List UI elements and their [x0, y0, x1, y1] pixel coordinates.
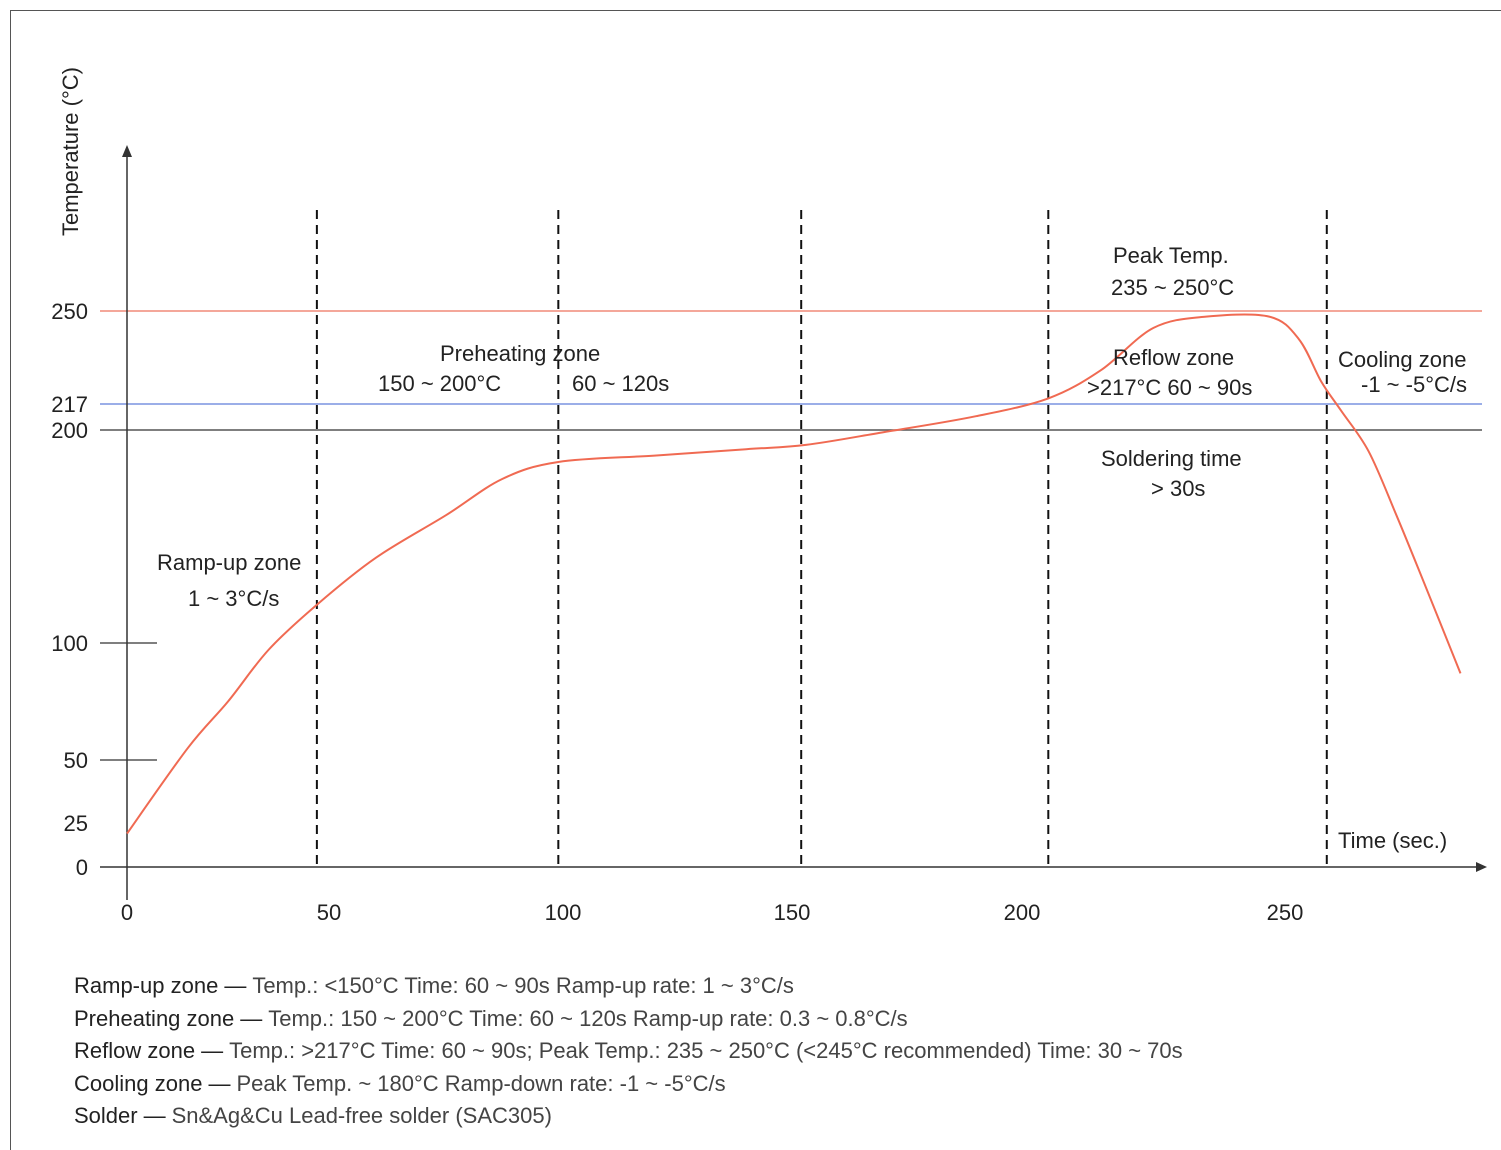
x-tick-label-100: 100	[545, 900, 582, 925]
y-tick-label-100: 100	[51, 631, 88, 656]
preheating-zone-temp: 150 ~ 200°C	[378, 371, 501, 396]
zone-notes: Ramp-up zone — Temp.: <150°C Time: 60 ~ 90…	[74, 970, 1183, 1133]
peak-temp-range: 235 ~ 250°C	[1111, 275, 1234, 300]
note-label: Solder	[74, 1103, 138, 1128]
rampup-zone-rate: 1 ~ 3°C/s	[188, 586, 279, 611]
zone-boundaries	[315, 210, 1328, 865]
note-row: Cooling zone — Peak Temp. ~ 180°C Ramp-dow…	[74, 1068, 1183, 1101]
note-row: Preheating zone — Temp.: 150 ~ 200°C Time:…	[74, 1003, 1183, 1036]
y-tick-label-217: 217	[51, 392, 88, 417]
note-label: Cooling zone	[74, 1070, 203, 1096]
note-separator: —	[201, 1038, 224, 1063]
note-label: Reflow zone	[74, 1038, 196, 1063]
rampup-zone-title: Ramp-up zone	[157, 550, 301, 575]
x-tick-label-0: 0	[121, 900, 133, 925]
y-tick-label-200: 200	[51, 418, 88, 443]
x-tick-label-150: 150	[774, 900, 811, 925]
soldering-time-title: Soldering time	[1101, 446, 1242, 471]
preheating-zone-title: Preheating zone	[440, 341, 600, 366]
note-label: Preheating zone	[74, 1005, 235, 1031]
y-axis-label: Temperature (°C)	[58, 67, 83, 236]
reflow-zone-spec: >217°C 60 ~ 90s	[1087, 375, 1252, 400]
x-tick-label-250: 250	[1267, 900, 1304, 925]
y-tick-label-250: 250	[51, 299, 88, 324]
reference-lines	[100, 310, 1482, 431]
note-text: Peak Temp. ~ 180°C Ramp-down rate: -1 ~ …	[236, 1070, 726, 1096]
x-axis-label: Time (sec.)	[1338, 828, 1447, 853]
note-separator: —	[240, 1005, 263, 1031]
note-row: Reflow zone — Temp.: >217°C Time: 60 ~ 90s…	[74, 1035, 1183, 1068]
figure-frame	[10, 10, 1501, 1150]
y-tick-label-0: 0	[76, 855, 88, 880]
temperature-profile-line	[126, 313, 1462, 835]
note-separator: —	[143, 1103, 166, 1128]
peak-temp-title: Peak Temp.	[1113, 243, 1229, 268]
note-text: Temp.: >217°C Time: 60 ~ 90s; Peak Temp.…	[229, 1038, 1183, 1063]
x-axis-arrow	[1476, 862, 1487, 872]
note-text: Temp.: 150 ~ 200°C Time: 60 ~ 120s Ramp-…	[268, 1005, 908, 1031]
note-label: Ramp-up zone	[74, 973, 219, 998]
cooling-zone-title: Cooling zone	[1338, 347, 1466, 372]
note-separator: —	[224, 973, 247, 998]
reflow-zone-title: Reflow zone	[1113, 345, 1234, 370]
x-tick-label-200: 200	[1004, 900, 1041, 925]
y-axis-arrow	[122, 145, 132, 157]
y-tick-label-25: 25	[64, 811, 88, 836]
cooling-zone-rate: -1 ~ -5°C/s	[1361, 372, 1467, 397]
note-text: Temp.: <150°C Time: 60 ~ 90s Ramp-up rat…	[252, 973, 794, 998]
note-row: Solder — Sn&Ag&Cu Lead-free solder (SAC305…	[74, 1100, 1183, 1133]
axes	[100, 145, 1487, 900]
x-tick-labels: 0 50 100 150 200 250	[121, 900, 1303, 925]
y-tick-label-50: 50	[64, 748, 88, 773]
note-separator: —	[208, 1070, 231, 1096]
note-row: Ramp-up zone — Temp.: <150°C Time: 60 ~ 90…	[74, 970, 1183, 1003]
x-tick-label-50: 50	[317, 900, 341, 925]
preheating-zone-time: 60 ~ 120s	[572, 371, 669, 396]
note-text: Sn&Ag&Cu Lead-free solder (SAC305)	[171, 1103, 552, 1128]
soldering-time-value: > 30s	[1151, 476, 1205, 501]
